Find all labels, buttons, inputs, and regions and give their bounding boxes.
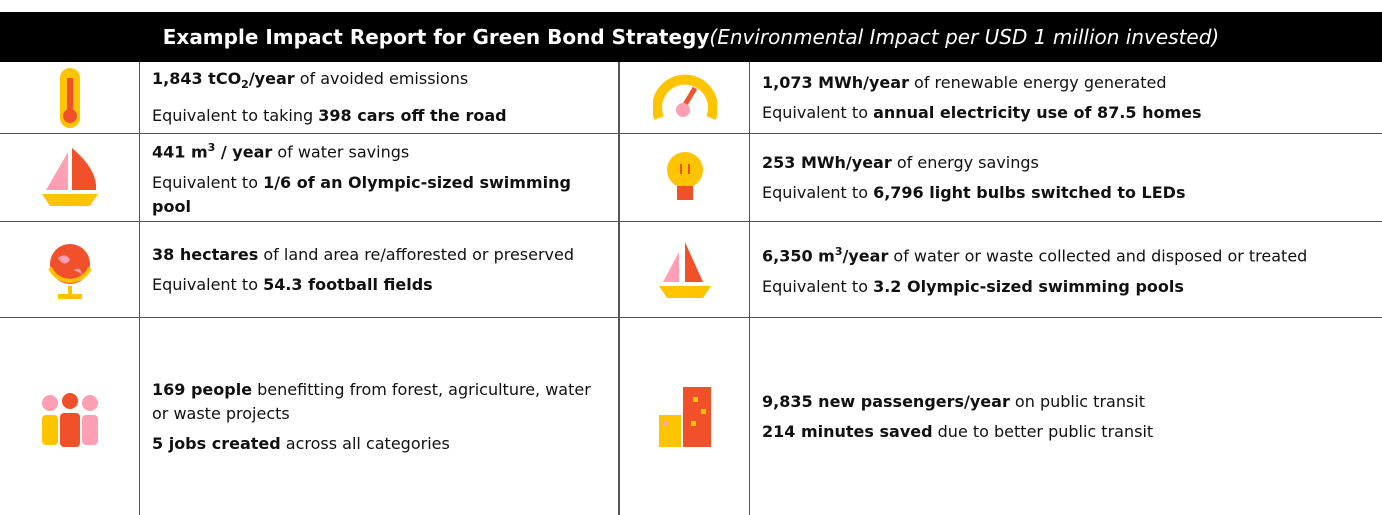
text-run: Equivalent to [762, 102, 874, 122]
text-run: 1/6 of an Olympic-sized swimming pool [152, 172, 577, 216]
icon-cell [620, 318, 750, 515]
icon-cell [0, 62, 140, 134]
icon [41, 392, 98, 447]
text-run: 54.3 football fields [263, 274, 433, 294]
text-cell: 1,073 MWh/year of renewable energy gener… [750, 62, 1382, 134]
text-run: across all categories [280, 433, 450, 453]
title-italic: (Environmental Impact per USD 1 million … [709, 25, 1220, 49]
text-run: 38 hectares [152, 244, 259, 264]
text-line: 214 minutes saved due to better public t… [762, 420, 1370, 444]
text-run: of water savings [272, 142, 410, 162]
impact-table: 1,843 tCO2/year of avoided emissions Equi… [0, 62, 1382, 515]
text-run: of water or waste collected and disposed… [888, 246, 1308, 266]
text-line: Equivalent to 6,796 light bulbs switched… [762, 181, 1370, 205]
text-run: 398 cars off the road [318, 105, 507, 125]
text-run: 6,350 m [762, 246, 835, 266]
text-run: of energy savings [891, 152, 1039, 172]
text-run: on public transit [1009, 391, 1146, 411]
text-run: Equivalent to taking [152, 105, 319, 125]
text-run: /year [248, 69, 295, 89]
text-run: benefitting from forest, agriculture, wa… [152, 379, 596, 423]
icon-cell [0, 222, 140, 318]
text-cell: 38 hectares of land area re/afforested o… [140, 222, 620, 318]
text-run: of avoided emissions [294, 69, 469, 89]
text-cell: 6,350 m3/year of water or waste collecte… [750, 222, 1382, 318]
icon [658, 386, 711, 447]
text-cell: 9,835 new passengers/year on public tran… [750, 318, 1382, 515]
icon-cell [0, 318, 140, 515]
text-line: Equivalent to 3.2 Olympic-sized swimming… [762, 275, 1370, 299]
text-run: 6,796 light bulbs switched to LEDs [873, 182, 1186, 202]
text-line: 5 jobs created across all categories [152, 432, 606, 456]
text-line: Equivalent to taking 398 cars off the ro… [152, 104, 606, 128]
text-run: 9,835 new passengers/year [762, 391, 1010, 411]
text-line: 1,843 tCO2/year of avoided emissions [152, 67, 606, 97]
text-line: Equivalent to annual electricity use of … [762, 101, 1370, 125]
icon-cell [620, 134, 750, 222]
icon [652, 74, 717, 120]
icon-cell [0, 134, 140, 222]
text-run: 3 [834, 245, 843, 259]
text-line: 9,835 new passengers/year on public tran… [762, 390, 1370, 414]
text-run: Equivalent to [762, 182, 874, 202]
text-line: Equivalent to 1/6 of an Olympic-sized sw… [152, 171, 606, 219]
text-run: 5 jobs created [152, 433, 281, 453]
icon [59, 67, 80, 128]
text-run: 3.2 Olympic-sized swimming pools [873, 276, 1184, 296]
text-cell: 1,843 tCO2/year of avoided emissions Equi… [140, 62, 620, 134]
text-run: 253 MWh/year [762, 152, 892, 172]
text-line: Equivalent to 54.3 football fields [152, 273, 606, 297]
icon [658, 241, 711, 298]
icon-cell [620, 222, 750, 318]
text-run: Equivalent to [152, 172, 264, 192]
text-run: 3 [207, 141, 216, 155]
text-run: 169 people [152, 379, 253, 399]
title-bold: Example Impact Report for Green Bond Str… [162, 25, 710, 49]
text-run: Equivalent to [152, 274, 264, 294]
icon [41, 147, 98, 206]
text-line: 169 people benefitting from forest, agri… [152, 378, 606, 426]
text-run: 2 [241, 78, 249, 92]
text-run: due to better public transit [932, 421, 1154, 441]
text-cell: 253 MWh/year of energy savings Equivalent… [750, 134, 1382, 222]
text-run: / year [215, 142, 273, 162]
text-run: of land area re/afforested or preserved [258, 244, 575, 264]
text-line: 1,073 MWh/year of renewable energy gener… [762, 71, 1370, 95]
text-cell: 169 people benefitting from forest, agri… [140, 318, 620, 515]
text-run: 441 m [152, 142, 208, 162]
icon [47, 243, 92, 299]
text-line: 38 hectares of land area re/afforested o… [152, 243, 606, 267]
header: Example Impact Report for Green Bond Str… [0, 12, 1382, 62]
text-cell: 441 m3 / year of water savings Equivalent… [140, 134, 620, 222]
icon-cell [620, 62, 750, 134]
text-line: 441 m3 / year of water savings [152, 136, 606, 164]
text-run: 1,843 tCO [152, 69, 242, 89]
text-run: annual electricity use of 87.5 homes [873, 102, 1202, 122]
text-run: of renewable energy generated [908, 72, 1167, 92]
text-run: Equivalent to [762, 276, 874, 296]
text-run: /year [842, 246, 889, 266]
text-line: 253 MWh/year of energy savings [762, 151, 1370, 175]
icon [666, 151, 703, 200]
text-run: 214 minutes saved [762, 421, 933, 441]
text-line: 6,350 m3/year of water or waste collecte… [762, 240, 1370, 268]
text-run: 1,073 MWh/year [762, 72, 909, 92]
